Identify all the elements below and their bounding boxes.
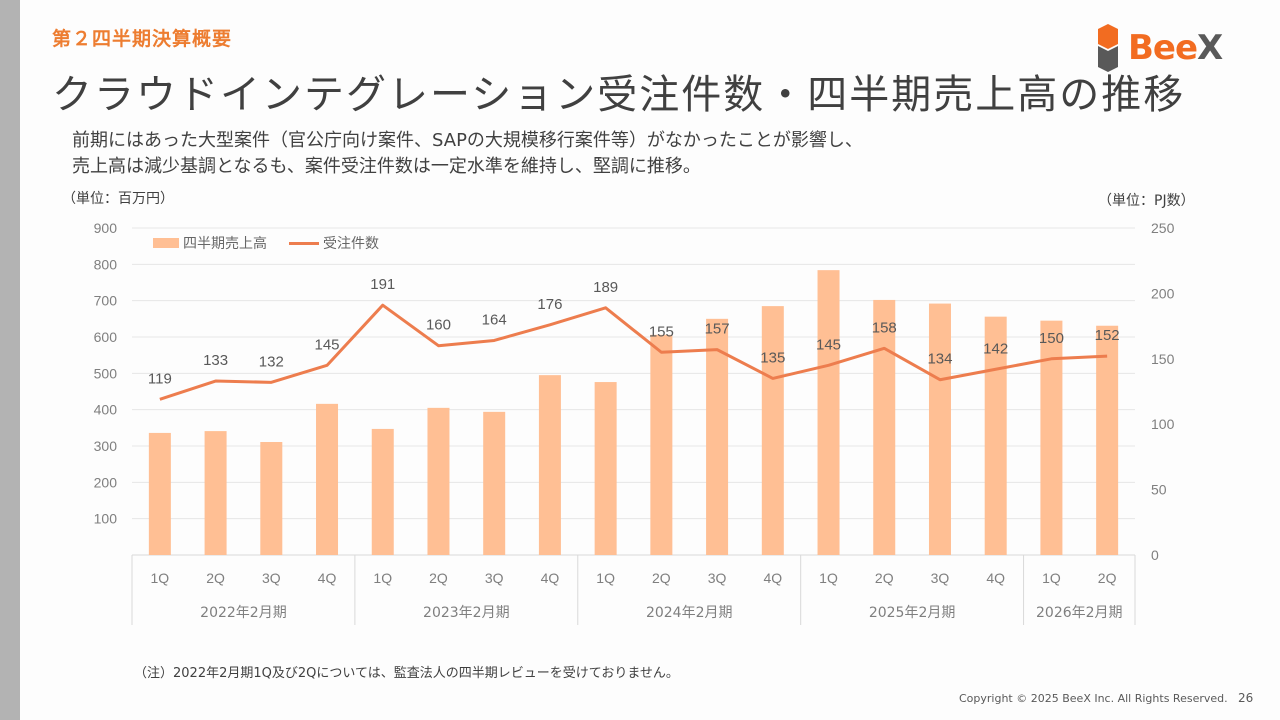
section-label: 第２四半期決算概要 [52, 28, 233, 50]
left-axis-tick-label: 100 [94, 511, 118, 527]
x-axis-quarter-label: 1Q [151, 570, 170, 586]
bar-sales [1096, 325, 1119, 555]
x-axis-quarter-label: 3Q [931, 570, 950, 586]
x-axis-quarter-label: 1Q [1042, 570, 1061, 586]
chart-legend: 四半期売上高 受注件数 [153, 233, 379, 253]
x-axis-fiscal-year-label: 2024年2月期 [646, 605, 733, 621]
bar-sales [984, 316, 1007, 555]
left-axis-tick-label: 400 [94, 402, 118, 418]
x-axis-quarter-label: 4Q [318, 570, 337, 586]
right-axis-unit-label: （単位：PJ数） [1098, 193, 1195, 209]
logo-hexagon-icon [1098, 24, 1118, 72]
line-orders [159, 303, 1108, 401]
orders-data-label: 160 [426, 317, 451, 334]
orders-data-label: 158 [872, 319, 897, 336]
orders-data-label: 134 [927, 351, 952, 368]
legend-item-orders: 受注件数 [323, 236, 379, 252]
x-axis-fiscal-year-label: 2025年2月期 [869, 605, 956, 621]
orders-data-label: 191 [370, 276, 395, 293]
bar-sales [706, 318, 729, 555]
bar-sales [761, 306, 784, 555]
left-axis-tick-label: 500 [94, 365, 118, 381]
beex-logo: BeeX [1098, 24, 1223, 72]
x-axis-quarter-label: 1Q [373, 570, 392, 586]
x-axis-quarter-label: 2Q [206, 570, 225, 586]
left-axis-tick-label: 700 [94, 293, 118, 309]
legend-item-sales: 四半期売上高 [183, 236, 267, 252]
orders-data-label: 119 [148, 370, 172, 387]
summary-line-2: 売上高は減少基調となるも、案件受注件数は一定水準を維持し、堅調に推移。 [72, 156, 701, 177]
page-title: クラウドインテグレーション受注件数・四半期売上高の推移 [52, 72, 1186, 118]
legend-bar-swatch [153, 238, 179, 248]
right-axis-tick-label: 200 [1151, 285, 1175, 301]
x-axis-quarter-label: 3Q [485, 570, 504, 586]
bar-sales [650, 334, 673, 555]
orders-data-label: 145 [816, 336, 841, 353]
orders-data-label: 189 [593, 279, 618, 296]
bar-sales [928, 303, 951, 555]
logo-text-x: X [1197, 28, 1223, 68]
orders-data-label: 133 [203, 352, 228, 369]
right-axis-tick-label: 100 [1151, 416, 1175, 432]
orders-data-label: 152 [1095, 327, 1120, 344]
bar-sales [260, 442, 283, 555]
footnote: （注）2022年2月期1Q及び2Qについては、監査法人の四半期レビューを受けてお… [134, 666, 679, 681]
left-axis-unit-label: （単位：百万円） [62, 191, 174, 207]
x-axis-quarter-label: 2Q [875, 570, 894, 586]
x-axis-quarter-label: 1Q [596, 570, 615, 586]
bar-sales [148, 432, 171, 555]
x-axis-quarter-label: 3Q [262, 570, 281, 586]
bar-sales [873, 299, 896, 555]
orders-data-label: 142 [983, 340, 1008, 357]
x-axis-fiscal-year-label: 2022年2月期 [200, 605, 287, 621]
left-accent-bar [0, 0, 20, 720]
summary-line-1: 前期にはあった大型案件（官公庁向け案件、SAPの大規模移行案件等）がなかったこと… [72, 130, 863, 151]
bar-sales [316, 403, 339, 555]
orders-data-label: 150 [1039, 330, 1064, 347]
left-axis-tick-label: 200 [94, 474, 118, 490]
left-axis-tick-label: 800 [94, 256, 118, 272]
bar-sales [371, 428, 394, 555]
x-axis-quarter-label: 2Q [652, 570, 671, 586]
right-axis-tick-label: 0 [1151, 547, 1159, 563]
orders-data-label: 145 [315, 336, 340, 353]
x-axis-quarter-label: 2Q [1098, 570, 1117, 586]
bar-sales [817, 270, 840, 555]
orders-data-label: 132 [259, 353, 284, 370]
bar-sales [204, 431, 227, 555]
right-axis-tick-label: 50 [1151, 482, 1167, 498]
x-axis-fiscal-year-label: 2023年2月期 [423, 605, 510, 621]
summary-text: 前期にはあった大型案件（官公庁向け案件、SAPの大規模移行案件等）がなかったこと… [72, 128, 863, 180]
legend-line-swatch [289, 241, 319, 245]
right-axis-tick-label: 150 [1151, 351, 1175, 367]
x-axis-quarter-label: 2Q [429, 570, 448, 586]
orders-data-label: 135 [760, 349, 785, 366]
left-axis-tick-label: 300 [94, 438, 118, 454]
logo-text-bee: Bee [1128, 28, 1198, 68]
page-number: 26 [1238, 691, 1254, 705]
orders-data-label: 157 [705, 321, 730, 338]
bar-sales [594, 382, 617, 555]
orders-data-label: 155 [649, 323, 674, 340]
bar-sales [427, 407, 450, 555]
x-axis-quarter-label: 4Q [763, 570, 782, 586]
x-axis-fiscal-year-label: 2026年2月期 [1036, 605, 1123, 621]
left-axis-tick-label: 900 [94, 220, 118, 236]
bar-sales [538, 375, 561, 555]
x-axis-quarter-label: 4Q [541, 570, 560, 586]
right-axis-tick-label: 250 [1151, 220, 1175, 236]
orders-data-label: 164 [482, 311, 507, 328]
x-axis-quarter-label: 4Q [986, 570, 1005, 586]
x-axis-quarter-label: 3Q [708, 570, 727, 586]
orders-data-label: 176 [537, 296, 562, 313]
x-axis-quarter-label: 1Q [819, 570, 838, 586]
bar-sales [483, 411, 506, 555]
bar-sales [1040, 320, 1063, 555]
left-axis-tick-label: 600 [94, 329, 118, 345]
copyright: Copyright © 2025 BeeX Inc. All Rights Re… [959, 692, 1228, 705]
